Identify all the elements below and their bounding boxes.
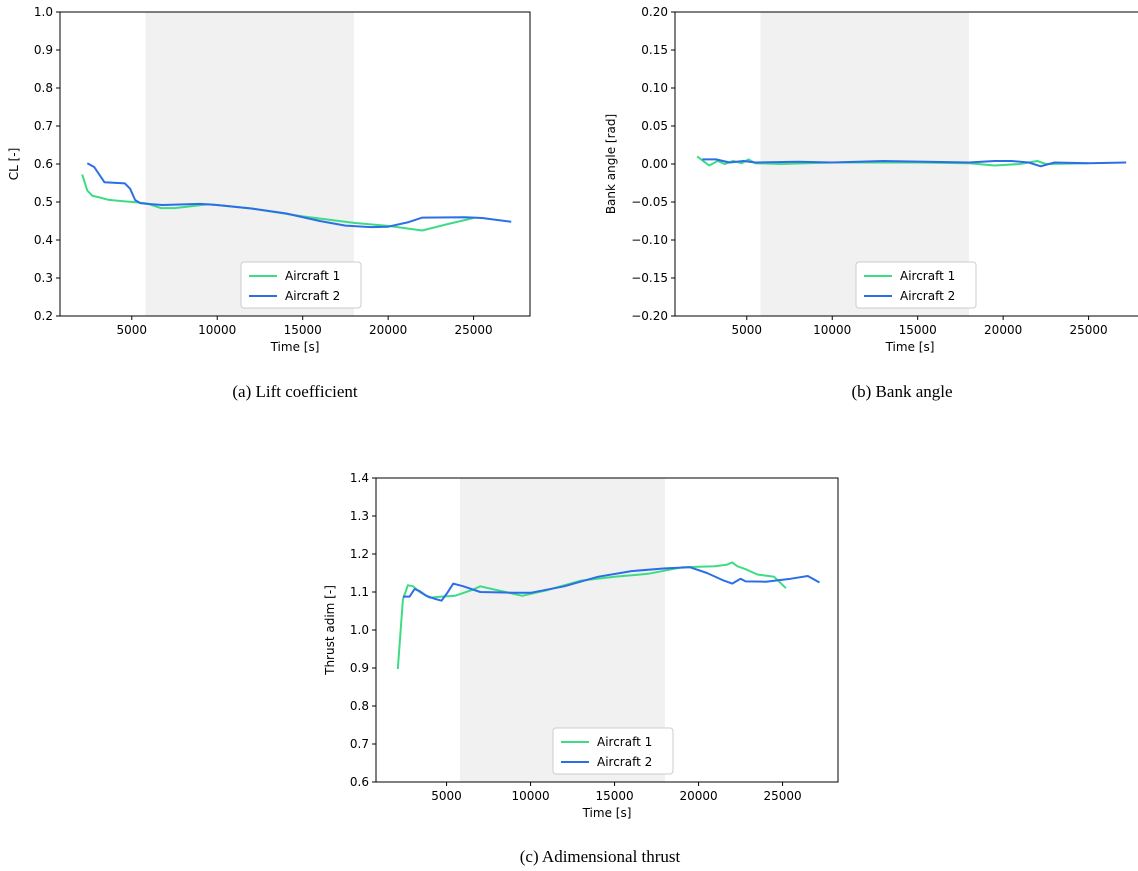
y-tick-label: 1.0: [350, 623, 369, 637]
x-axis-label: Time [s]: [582, 806, 632, 820]
y-axis-label: Thrust adim [-]: [323, 585, 337, 676]
x-tick-label: 20000: [369, 323, 407, 337]
legend-label-2: Aircraft 2: [900, 289, 955, 303]
x-tick-label: 20000: [679, 789, 717, 803]
caption-adimensional-thrust: (c) Adimensional thrust: [519, 847, 681, 866]
y-tick-label: 1.0: [34, 5, 53, 19]
caption-lift-coefficient: (a) Lift coefficient: [232, 382, 358, 401]
x-tick-label: 15000: [595, 789, 633, 803]
x-axis-label: Time [s]: [885, 340, 935, 354]
series-line-1: [81, 174, 474, 232]
series-line-1: [696, 155, 1089, 167]
x-tick-label: 20000: [984, 323, 1022, 337]
x-axis-label: Time [s]: [270, 340, 320, 354]
y-tick-label: 0.8: [350, 699, 369, 713]
y-tick-label: 0.8: [34, 81, 53, 95]
x-tick-label: 15000: [899, 323, 937, 337]
x-tick-label: 5000: [117, 323, 148, 337]
y-tick-label: 0.20: [641, 5, 668, 19]
x-tick-label: 25000: [1070, 323, 1108, 337]
y-tick-label: 0.3: [34, 271, 53, 285]
y-tick-label: 0.10: [641, 81, 668, 95]
x-tick-label: 10000: [813, 323, 851, 337]
y-tick-label: 0.9: [350, 661, 369, 675]
legend-label-1: Aircraft 1: [597, 735, 652, 749]
x-tick-label: 25000: [763, 789, 801, 803]
y-tick-label: 0.6: [34, 157, 53, 171]
y-tick-label: 1.4: [350, 471, 369, 485]
y-tick-label: 1.3: [350, 509, 369, 523]
y-tick-label: −0.20: [631, 309, 668, 323]
y-tick-label: 0.05: [641, 119, 668, 133]
legend-label-2: Aircraft 2: [285, 289, 340, 303]
y-tick-label: 0.2: [34, 309, 53, 323]
x-tick-label: 15000: [284, 323, 322, 337]
y-tick-label: 0.5: [34, 195, 53, 209]
y-tick-label: 0.9: [34, 43, 53, 57]
legend-label-1: Aircraft 1: [285, 269, 340, 283]
lift-coefficient-chart: 5000 10000 15000 20000 25000 0.2 0.3 0.4 0.5 0.6 0…: [7, 5, 531, 354]
caption-bank-angle: (b) Bank angle: [851, 382, 953, 401]
series-line-2: [402, 566, 820, 602]
series-line-2: [86, 162, 512, 229]
x-tick-label: 5000: [732, 323, 763, 337]
x-tick-label: 5000: [431, 789, 462, 803]
x-tick-label: 25000: [455, 323, 493, 337]
y-axis-label: CL [-]: [7, 148, 21, 181]
y-tick-label: 1.1: [350, 585, 369, 599]
adimensional-thrust-chart: 5000 10000 15000 20000 25000 0.6 0.7 0.8 0.9 1.0 1…: [323, 471, 839, 820]
y-tick-label: −0.05: [631, 195, 668, 209]
legend-label-1: Aircraft 1: [900, 269, 955, 283]
y-tick-label: 0.7: [34, 119, 53, 133]
y-tick-label: 0.6: [350, 775, 369, 789]
y-tick-label: 0.4: [34, 233, 53, 247]
y-axis-label: Bank angle [rad]: [604, 114, 618, 214]
y-tick-label: 0.00: [641, 157, 668, 171]
x-tick-label: 10000: [511, 789, 549, 803]
series-line-2: [702, 158, 1127, 168]
y-tick-label: 0.15: [641, 43, 668, 57]
legend-label-2: Aircraft 2: [597, 755, 652, 769]
y-tick-label: 1.2: [350, 547, 369, 561]
bank-angle-chart: 5000 10000 15000 20000 25000 −0.20 −0.15 −0.10 −…: [604, 5, 1138, 354]
y-tick-label: −0.15: [631, 271, 668, 285]
y-tick-label: −0.10: [631, 233, 668, 247]
y-tick-label: 0.7: [350, 737, 369, 751]
x-tick-label: 10000: [198, 323, 236, 337]
